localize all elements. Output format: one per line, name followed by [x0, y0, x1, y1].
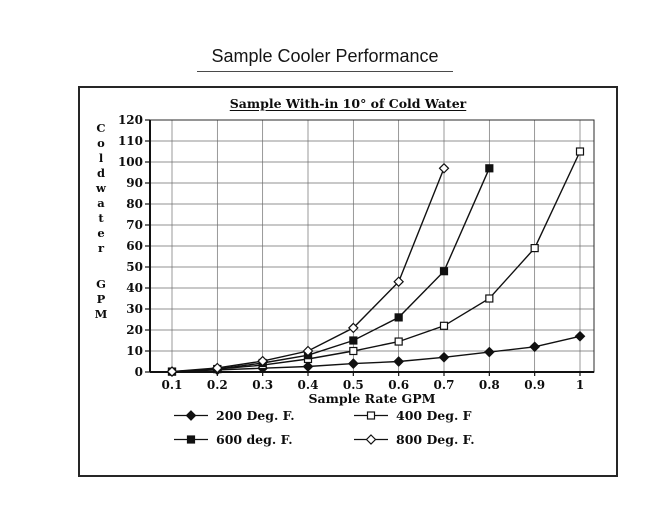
open-diamond-legend-icon — [354, 434, 388, 445]
filled-square-marker — [485, 164, 494, 173]
y-tick-label: 100 — [118, 155, 143, 169]
x-tick-label: 0.6 — [388, 378, 409, 392]
open-square-legend-icon — [354, 411, 388, 420]
y-tick-label: 90 — [126, 176, 143, 190]
y-tick-label: 70 — [126, 218, 143, 232]
open-square-marker — [366, 411, 376, 420]
filled-diamond-marker — [483, 346, 495, 358]
y-axis-unit-letter: P — [97, 292, 106, 306]
filled-diamond-marker — [574, 330, 586, 342]
open-diamond-marker — [393, 276, 405, 288]
y-tick-label: 50 — [126, 260, 143, 274]
y-tick-label: 10 — [126, 344, 143, 358]
x-tick-label: 0.8 — [479, 378, 500, 392]
chart-title-text: Sample With-in 10° of Cold Water — [229, 96, 467, 111]
y-axis-label-letter: C — [96, 121, 105, 135]
open-square-marker — [485, 294, 494, 303]
open-diamond-marker — [257, 355, 269, 367]
legend-label: 200 Deg. F. — [216, 408, 295, 423]
tick-labels: 0 10 20 30 40 50 60 70 80 90 100 110 120 0.1 0.2 0.3 0.4… — [118, 113, 584, 392]
y-axis-label-letter: e — [97, 226, 104, 240]
filled-square-marker — [349, 336, 358, 345]
y-axis-label-letter: d — [97, 166, 105, 180]
y-axis-unit-letter: G — [96, 277, 106, 291]
open-square-marker — [394, 337, 403, 346]
legend-item-200-deg-f: 200 Deg. F. — [173, 408, 353, 423]
open-square-marker — [349, 346, 358, 356]
x-tick-label: 0.4 — [298, 378, 319, 392]
open-diamond-marker — [166, 366, 178, 377]
page-title: Sample Cooler Performance — [0, 46, 650, 72]
line-chart: 0 10 20 30 40 50 60 70 80 90 100 110 120 0.1 0.2 0.3 0.4… — [95, 113, 595, 406]
x-tick-label: 0.2 — [207, 378, 228, 392]
y-axis-label-letter: a — [97, 196, 105, 210]
filled-diamond-marker — [185, 410, 197, 421]
chart-legend: 200 Deg. F. 400 Deg. F 600 deg. F. 800 Deg.… — [80, 408, 616, 447]
legend-item-400-deg-f: 400 Deg. F — [353, 408, 523, 423]
x-tick-label: 0.5 — [343, 378, 364, 392]
series-400-deg-f — [167, 147, 585, 376]
y-axis-label-letter: o — [97, 136, 105, 150]
filled-diamond-marker — [438, 351, 450, 363]
filled-square-marker — [394, 313, 403, 322]
legend-label: 800 Deg. F. — [396, 432, 475, 447]
series-200-deg-f — [166, 330, 586, 377]
open-square-marker — [439, 321, 449, 330]
filled-diamond-marker — [347, 358, 359, 369]
y-tick-label: 110 — [118, 134, 143, 148]
y-tick-label: 120 — [118, 113, 143, 127]
y-axis-label-letter: w — [95, 181, 107, 195]
page-title-text: Sample Cooler Performance — [197, 46, 453, 72]
open-diamond-marker — [211, 362, 223, 374]
filled-diamond-legend-icon — [174, 410, 208, 421]
series-800-deg-f — [166, 162, 450, 377]
series-line — [171, 335, 581, 373]
filled-square-legend-icon — [174, 435, 208, 444]
legend-label: 400 Deg. F — [396, 408, 472, 423]
x-tick-label: 1 — [576, 378, 584, 392]
filled-diamond-marker — [529, 341, 541, 353]
open-diamond-marker — [302, 345, 314, 357]
x-tick-label: 0.7 — [434, 378, 455, 392]
filled-diamond-marker — [393, 356, 405, 367]
series-line — [171, 168, 490, 373]
legend-item-800-deg-f: 800 Deg. F. — [353, 432, 523, 447]
y-axis-label-letter: r — [98, 241, 105, 255]
filled-square-marker — [186, 435, 196, 444]
y-tick-label: 80 — [126, 197, 143, 211]
filled-diamond-marker — [302, 361, 314, 372]
open-diamond-marker — [365, 434, 377, 445]
y-axis-unit-letter: M — [95, 307, 108, 321]
chart-title: Sample With-in 10° of Cold Water — [80, 96, 616, 111]
legend-label: 600 deg. F. — [216, 432, 293, 447]
open-square-marker — [530, 244, 539, 253]
series-line — [171, 151, 581, 373]
y-axis-label-letter: t — [98, 211, 104, 225]
y-tick-label: 40 — [126, 281, 143, 295]
legend-item-600-deg-f: 600 deg. F. — [173, 432, 353, 447]
x-tick-label: 0.1 — [162, 378, 183, 392]
y-tick-label: 0 — [135, 365, 143, 379]
chart-frame: Sample With-in 10° of Cold Water 0 10 20 30… — [78, 86, 618, 477]
x-tick-label: 0.9 — [524, 378, 545, 392]
open-square-marker — [575, 147, 585, 156]
x-axis-label: Sample Rate GPM — [309, 391, 436, 406]
x-tick-label: 0.3 — [252, 378, 273, 392]
legend-grid: 200 Deg. F. 400 Deg. F 600 deg. F. 800 Deg.… — [173, 408, 523, 447]
y-tick-label: 60 — [126, 239, 143, 253]
y-tick-label: 30 — [126, 302, 143, 316]
open-diamond-marker — [438, 162, 450, 174]
y-tick-label: 20 — [126, 323, 143, 337]
filled-square-marker — [439, 267, 449, 276]
open-diamond-marker — [347, 322, 359, 334]
gridlines — [150, 119, 594, 373]
y-axis-label-letter: l — [99, 151, 104, 165]
axes — [145, 119, 595, 376]
